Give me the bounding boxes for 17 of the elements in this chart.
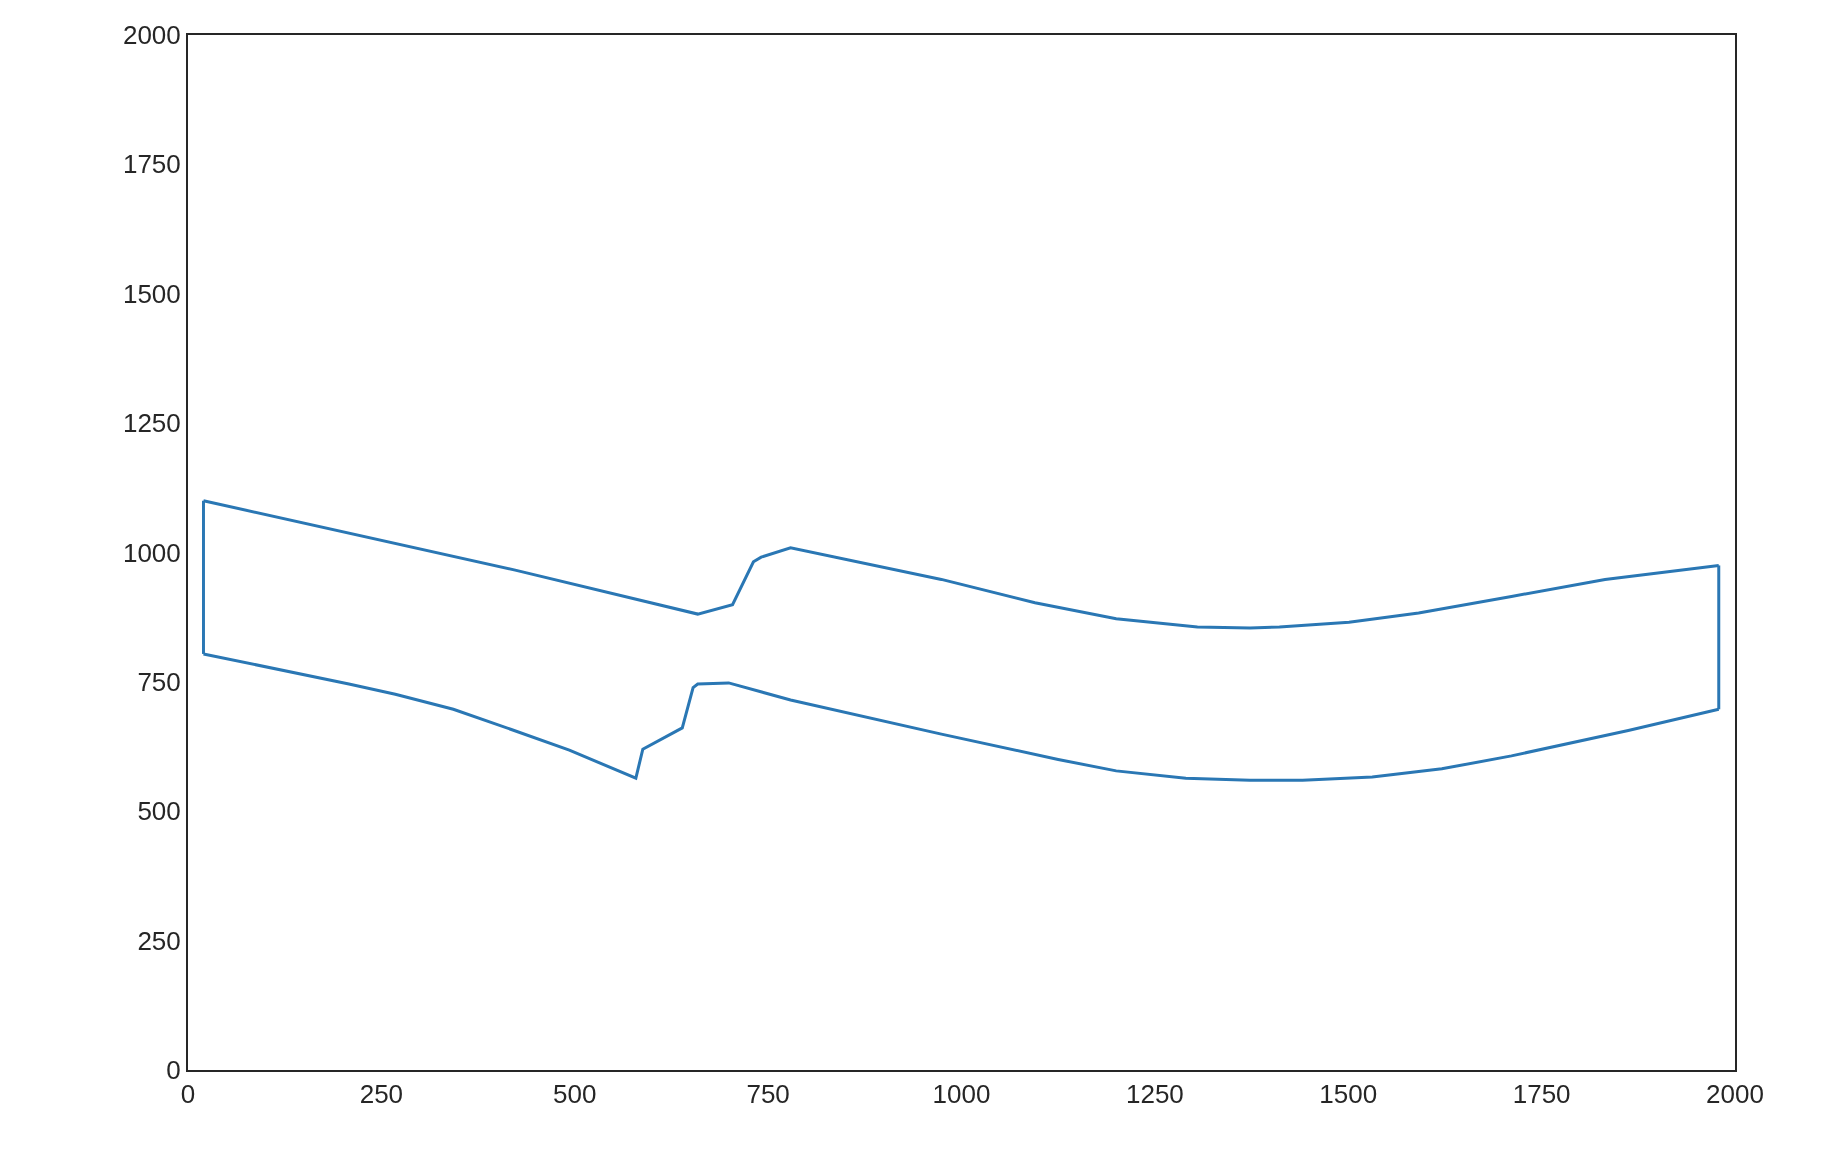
- x-tick-label: 250: [359, 1079, 404, 1110]
- x-tick-label: 750: [746, 1079, 790, 1110]
- y-tick-label: 1250: [122, 408, 181, 439]
- y-tick-label: 1750: [122, 149, 181, 180]
- x-tick-label: 500: [553, 1079, 597, 1110]
- x-tick-label: 2000: [1706, 1079, 1764, 1110]
- y-tick-label: 1000: [122, 537, 181, 568]
- x-tick-label: 1250: [1125, 1079, 1184, 1110]
- y-tick-label: 750: [137, 666, 181, 697]
- y-tick-label: 1500: [122, 278, 181, 309]
- x-tick-label: 1750: [1512, 1079, 1571, 1110]
- x-tick-label: 1500: [1319, 1079, 1378, 1110]
- x-tick-label: 1000: [932, 1079, 991, 1110]
- y-tick-label: 2000: [122, 20, 181, 51]
- y-tick-label: 0: [166, 1055, 181, 1086]
- y-tick-label: 250: [137, 925, 181, 956]
- y-tick-label: 500: [137, 796, 181, 827]
